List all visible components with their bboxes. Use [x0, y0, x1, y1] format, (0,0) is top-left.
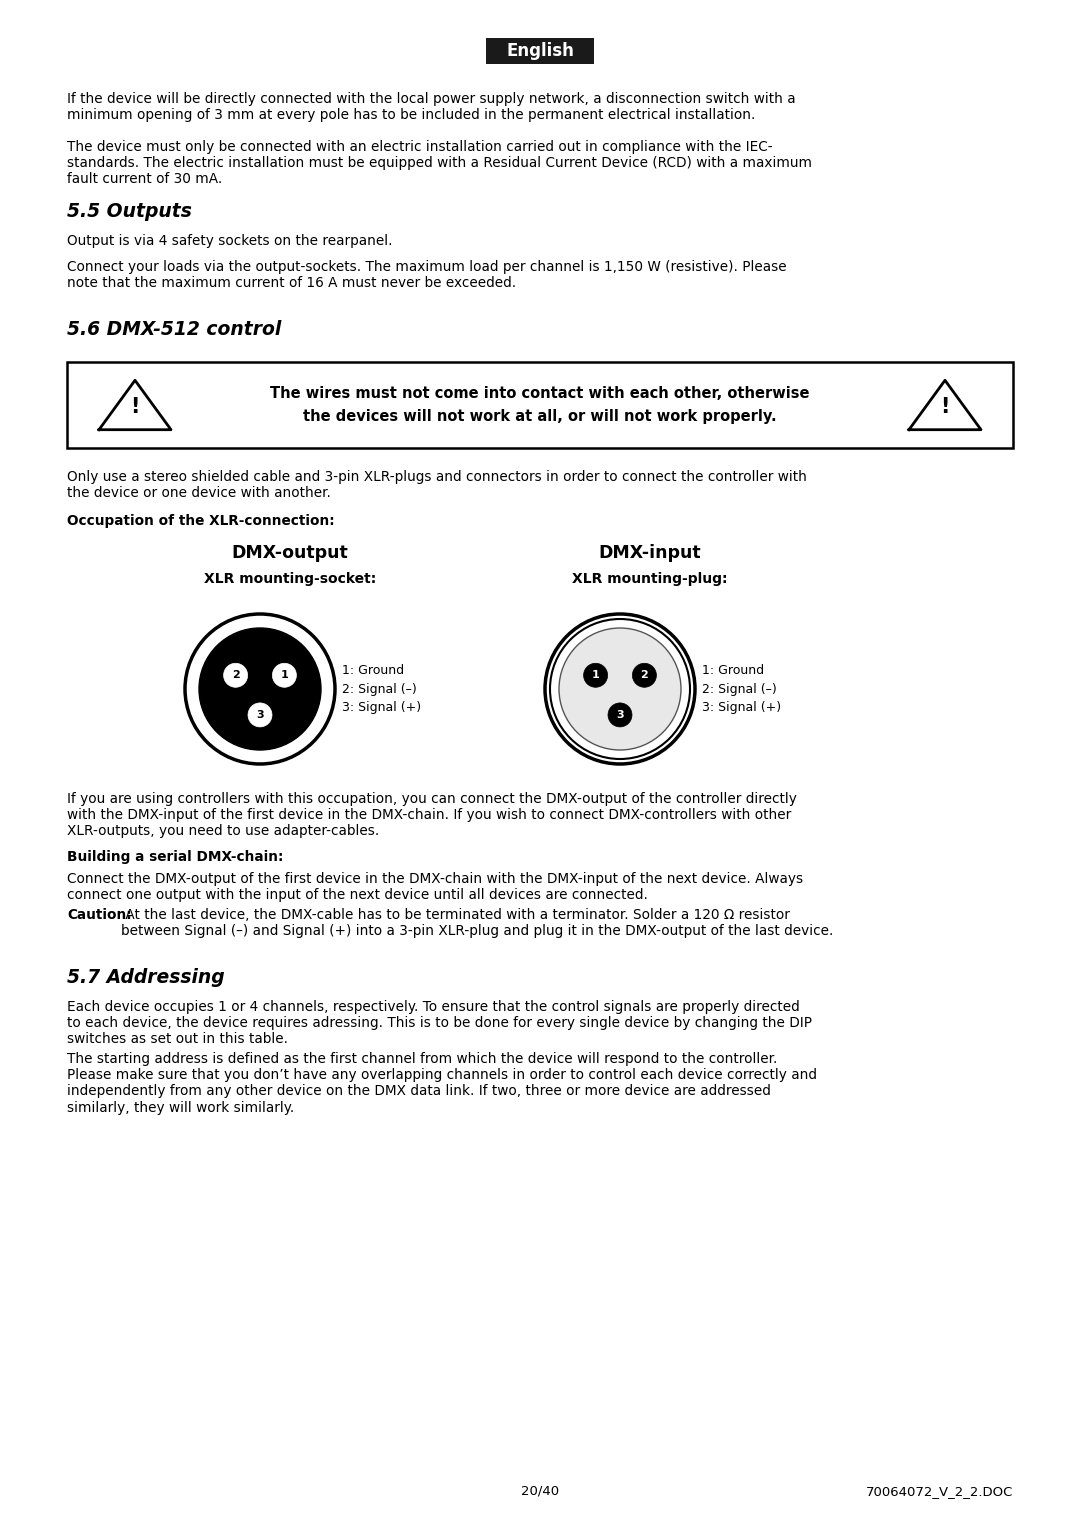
Text: Caution:: Caution:: [67, 908, 132, 921]
Text: 20/40: 20/40: [521, 1485, 559, 1497]
Circle shape: [272, 663, 296, 688]
Circle shape: [633, 663, 657, 688]
Text: !: !: [131, 397, 139, 417]
Text: At the last device, the DMX-cable has to be terminated with a terminator. Solder: At the last device, the DMX-cable has to…: [121, 908, 834, 938]
Text: 2: 2: [640, 671, 648, 680]
Polygon shape: [909, 380, 981, 429]
Bar: [67, 362, 1013, 448]
Text: 3: 3: [256, 711, 264, 720]
Text: 2: Signal (–): 2: Signal (–): [342, 683, 417, 695]
Text: The device must only be connected with an electric installation carried out in c: The device must only be connected with a…: [67, 141, 812, 186]
Text: Building a serial DMX-chain:: Building a serial DMX-chain:: [67, 850, 283, 863]
Text: 3: Signal (+): 3: Signal (+): [342, 700, 421, 714]
Text: 1: Ground: 1: Ground: [342, 665, 404, 677]
Text: !: !: [941, 397, 949, 417]
Bar: [486, 38, 594, 64]
Text: 2: Signal (–): 2: Signal (–): [702, 683, 777, 695]
Text: 5.6 DMX-512 control: 5.6 DMX-512 control: [67, 319, 281, 339]
Text: Connect the DMX-output of the first device in the DMX-chain with the DMX-input o: Connect the DMX-output of the first devi…: [67, 872, 804, 902]
Text: 1: 1: [281, 671, 288, 680]
Text: Occupation of the XLR-connection:: Occupation of the XLR-connection:: [67, 513, 335, 529]
Text: If you are using controllers with this occupation, you can connect the DMX-outpu: If you are using controllers with this o…: [67, 792, 797, 839]
Text: Each device occupies 1 or 4 channels, respectively. To ensure that the control s: Each device occupies 1 or 4 channels, re…: [67, 999, 812, 1047]
Text: 3: Signal (+): 3: Signal (+): [702, 700, 781, 714]
Circle shape: [199, 628, 321, 750]
Text: The wires must not come into contact with each other, otherwise: The wires must not come into contact wit…: [270, 385, 810, 400]
Text: the devices will not work at all, or will not work properly.: the devices will not work at all, or wil…: [303, 410, 777, 425]
Text: 3: 3: [617, 711, 624, 720]
Text: 5.7 Addressing: 5.7 Addressing: [67, 969, 225, 987]
Text: 1: 1: [592, 671, 599, 680]
Circle shape: [550, 619, 690, 759]
Circle shape: [224, 663, 247, 688]
Text: Only use a stereo shielded cable and 3-pin XLR-plugs and connectors in order to : Only use a stereo shielded cable and 3-p…: [67, 471, 807, 500]
Text: DMX-output: DMX-output: [231, 544, 349, 562]
Circle shape: [608, 703, 632, 727]
Circle shape: [583, 663, 608, 688]
Text: DMX-input: DMX-input: [598, 544, 701, 562]
Text: 5.5 Outputs: 5.5 Outputs: [67, 202, 192, 222]
Text: 1: Ground: 1: Ground: [702, 665, 765, 677]
Circle shape: [248, 703, 272, 727]
Text: English: English: [507, 41, 573, 60]
Text: Connect your loads via the output-sockets. The maximum load per channel is 1,150: Connect your loads via the output-socket…: [67, 260, 786, 290]
Polygon shape: [99, 380, 171, 429]
Circle shape: [185, 614, 335, 764]
Text: 2: 2: [232, 671, 240, 680]
Text: 70064072_V_2_2.DOC: 70064072_V_2_2.DOC: [866, 1485, 1013, 1497]
Text: If the device will be directly connected with the local power supply network, a : If the device will be directly connected…: [67, 92, 796, 122]
Text: XLR mounting-socket:: XLR mounting-socket:: [204, 571, 376, 587]
Circle shape: [545, 614, 696, 764]
Circle shape: [559, 628, 681, 750]
Text: XLR mounting-plug:: XLR mounting-plug:: [572, 571, 728, 587]
Text: Output is via 4 safety sockets on the rearpanel.: Output is via 4 safety sockets on the re…: [67, 234, 392, 248]
Text: The starting address is defined as the first channel from which the device will : The starting address is defined as the f…: [67, 1051, 816, 1114]
